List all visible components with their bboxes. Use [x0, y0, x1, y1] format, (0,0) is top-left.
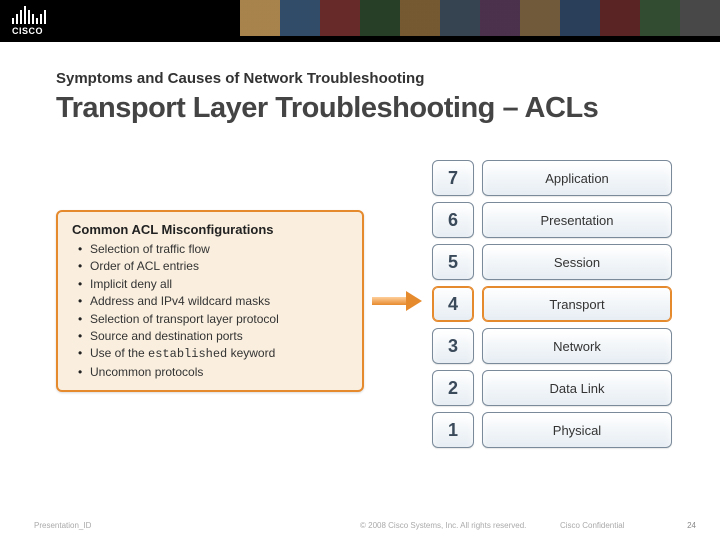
osi-layer-number: 2	[432, 370, 474, 406]
footer-confidential: Cisco Confidential	[560, 521, 624, 530]
osi-layer: 5Session	[432, 244, 672, 280]
banner-photo-strip	[240, 0, 720, 36]
osi-layer-name: Session	[482, 244, 672, 280]
slide-title: Transport Layer Troubleshooting – ACLs	[56, 92, 598, 125]
cisco-logo: CISCO	[12, 6, 46, 36]
slide: CISCO Symptoms and Causes of Network Tro…	[0, 0, 720, 540]
acl-list-item: Implicit deny all	[72, 276, 350, 293]
osi-layer: 4Transport	[432, 286, 672, 322]
osi-layer-number: 3	[432, 328, 474, 364]
acl-list: Selection of traffic flowOrder of ACL en…	[72, 241, 350, 381]
acl-list-item: Use of the established keyword	[72, 345, 350, 363]
osi-layer-name: Application	[482, 160, 672, 196]
osi-layer-number: 1	[432, 412, 474, 448]
slide-subtitle: Symptoms and Causes of Network Troublesh…	[56, 70, 424, 87]
osi-layer-number: 4	[432, 286, 474, 322]
cisco-logo-bars-icon	[12, 6, 46, 24]
arrow-head-icon	[406, 291, 422, 311]
acl-box-title: Common ACL Misconfigurations	[72, 222, 350, 237]
osi-layer: 3Network	[432, 328, 672, 364]
osi-layer-name: Network	[482, 328, 672, 364]
arrow-shaft-icon	[372, 297, 408, 305]
footer-copyright: © 2008 Cisco Systems, Inc. All rights re…	[360, 521, 526, 530]
acl-list-item: Source and destination ports	[72, 328, 350, 345]
cisco-logo-text: CISCO	[12, 26, 46, 36]
osi-layer: 1Physical	[432, 412, 672, 448]
acl-list-item: Order of ACL entries	[72, 258, 350, 275]
acl-list-item: Selection of transport layer protocol	[72, 311, 350, 328]
footer-presentation-id: Presentation_ID	[34, 521, 91, 530]
osi-layer-number: 7	[432, 160, 474, 196]
acl-list-item: Selection of traffic flow	[72, 241, 350, 258]
footer-page-number: 24	[687, 521, 696, 530]
osi-layer-name: Presentation	[482, 202, 672, 238]
osi-stack: 7Application6Presentation5Session4Transp…	[432, 160, 672, 454]
acl-list-item: Address and IPv4 wildcard masks	[72, 293, 350, 310]
osi-layer-name: Data Link	[482, 370, 672, 406]
osi-layer: 6Presentation	[432, 202, 672, 238]
osi-layer-name: Transport	[482, 286, 672, 322]
top-banner: CISCO	[0, 0, 720, 42]
arrow-to-transport	[372, 292, 422, 310]
acl-misconfig-box: Common ACL Misconfigurations Selection o…	[56, 210, 364, 392]
osi-layer-number: 6	[432, 202, 474, 238]
osi-layer-number: 5	[432, 244, 474, 280]
acl-list-item: Uncommon protocols	[72, 364, 350, 381]
osi-layer: 7Application	[432, 160, 672, 196]
osi-layer: 2Data Link	[432, 370, 672, 406]
osi-layer-name: Physical	[482, 412, 672, 448]
